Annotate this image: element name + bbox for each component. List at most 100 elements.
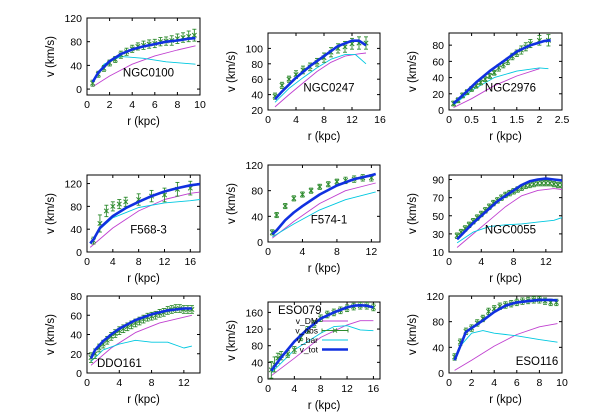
y-tick-label: 60 xyxy=(432,56,444,68)
y-tick-label: 40 xyxy=(432,73,444,85)
v-tot-line xyxy=(91,36,196,83)
y-tick-label: 40 xyxy=(70,330,82,342)
x-tick-label: 8 xyxy=(321,114,327,126)
panel-f568-3: 0 4 8 12 16 0 40 80 120 r (kpc) v (km/s) F568-3 xyxy=(45,174,201,285)
v-obs-point xyxy=(334,178,340,185)
galaxy-name: NGC0247 xyxy=(303,83,354,95)
v-obs-point xyxy=(279,81,285,89)
x-tick-label: 4 xyxy=(300,246,306,258)
x-tick-label: 0 xyxy=(446,114,452,126)
x-tick-label: 1 xyxy=(491,114,497,126)
y-tick-label: 80 xyxy=(251,341,263,353)
x-tick-label: 16 xyxy=(368,383,380,395)
y-tick-label: 0 xyxy=(76,247,82,259)
plot-area xyxy=(269,172,377,239)
v-tot-line xyxy=(274,39,367,101)
x-tick-label: 0 xyxy=(84,256,90,268)
x-tick-label: 12 xyxy=(178,377,190,389)
plot-frame xyxy=(448,174,563,253)
x-tick-label: 8 xyxy=(536,377,542,389)
galaxy-name: NGC0100 xyxy=(123,68,174,80)
v-tot-line xyxy=(89,182,200,245)
plot-frame xyxy=(448,295,563,374)
x-tick-label: 0 xyxy=(446,256,452,268)
v-DM-line xyxy=(453,68,540,109)
v-tot-line xyxy=(270,304,374,372)
v-DM-line xyxy=(274,52,367,108)
plot-area xyxy=(450,34,551,109)
y-tick-label: 40 xyxy=(70,60,82,72)
y-tick-label: 0 xyxy=(257,374,263,386)
x-tick-label: 8 xyxy=(511,256,517,268)
y-axis-label: v (km/s) xyxy=(226,51,238,92)
y-axis-label: v (km/s) xyxy=(407,51,419,92)
v-bar-line xyxy=(453,67,549,106)
x-tick-label: 12 xyxy=(346,114,358,126)
y-axis-label: v (km/s) xyxy=(226,183,238,224)
v-DM-line xyxy=(89,191,200,248)
x-tick-label: 0 xyxy=(84,377,90,389)
y-axis-label: v (km/s) xyxy=(226,320,238,361)
y-tick-label: 80 xyxy=(70,291,82,303)
y-axis-label: v (km/s) xyxy=(45,314,57,355)
x-tick-label: 0 xyxy=(446,377,452,389)
v-obs-point xyxy=(282,203,288,210)
legend-label: v_bar xyxy=(297,335,318,345)
x-tick-label: 4 xyxy=(116,377,122,389)
v-obs-point xyxy=(298,333,304,342)
x-tick-label: 2.5 xyxy=(555,114,570,126)
v-obs-point xyxy=(110,201,116,212)
galaxy-name: ESO116 xyxy=(516,356,559,368)
x-axis-label: r (kpc) xyxy=(127,273,160,285)
v-obs-point xyxy=(531,180,537,188)
y-tick-label: 80 xyxy=(70,201,82,213)
y-tick-label: 0 xyxy=(76,368,82,380)
v-obs-point xyxy=(103,204,109,218)
v-bar-line xyxy=(90,339,193,362)
y-tick-label: 40 xyxy=(251,357,263,369)
plot-area xyxy=(89,180,200,248)
panel-ngc0055: 0 4 8 12 10 30 50 70 90 r (kpc) v (km/s) NGC0055 xyxy=(407,174,563,285)
galaxy-name: NGC2976 xyxy=(485,83,536,95)
v-tot-line xyxy=(456,177,562,241)
x-tick-label: 4 xyxy=(110,256,116,268)
v-obs-point xyxy=(491,69,497,76)
v-tot-line xyxy=(271,172,377,236)
y-tick-label: 120 xyxy=(64,179,82,191)
plot-area xyxy=(90,28,197,88)
y-tick-label: 80 xyxy=(432,40,444,52)
plot-area xyxy=(88,304,195,366)
legend-label: v_tot xyxy=(300,345,319,355)
plot-frame xyxy=(267,301,381,380)
x-axis-label: r (kpc) xyxy=(308,263,341,275)
x-axis-label: r (kpc) xyxy=(127,394,160,406)
v-tot-line xyxy=(453,298,558,361)
y-tick-label: 0 xyxy=(438,368,444,380)
x-tick-label: 16 xyxy=(374,114,386,126)
x-tick-label: 12 xyxy=(341,383,353,395)
x-tick-label: 8 xyxy=(334,246,340,258)
y-tick-label: 50 xyxy=(432,211,444,223)
y-tick-label: 100 xyxy=(245,43,263,55)
y-tick-label: 0 xyxy=(257,237,263,249)
galaxy-name: ESO079 xyxy=(278,305,321,317)
x-tick-label: 2 xyxy=(107,99,113,111)
y-tick-label: 0 xyxy=(76,84,82,96)
galaxy-name: F574-1 xyxy=(311,215,347,227)
x-axis-label: r (kpc) xyxy=(127,116,160,128)
y-tick-label: 10 xyxy=(432,247,444,259)
v-obs-point xyxy=(161,187,168,203)
y-axis-label: v (km/s) xyxy=(407,314,419,355)
y-tick-label: 160 xyxy=(245,307,263,319)
x-tick-label: 0 xyxy=(265,246,271,258)
y-tick-label: 80 xyxy=(251,59,263,71)
v-bar-line xyxy=(274,54,367,103)
v-obs-point xyxy=(291,346,297,354)
plot-area xyxy=(268,302,376,379)
v-obs-point xyxy=(547,179,553,187)
y-tick-label: 40 xyxy=(70,224,82,236)
v-obs-point xyxy=(317,183,323,190)
